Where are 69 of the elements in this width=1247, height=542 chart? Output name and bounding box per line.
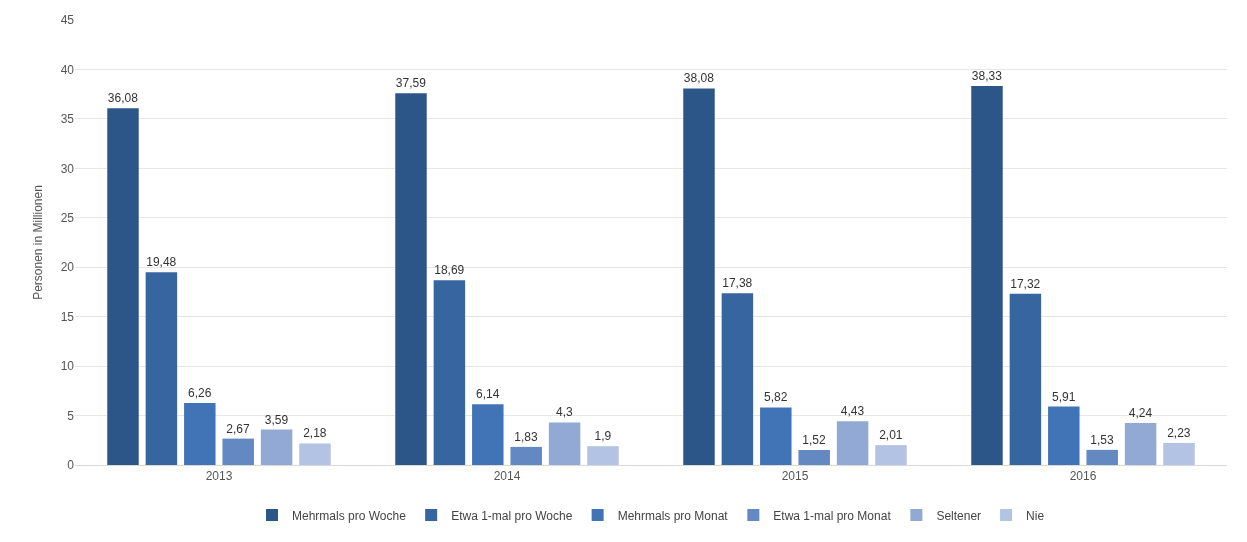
legend-label: Mehrmals pro Woche [292, 508, 407, 523]
bar [548, 422, 581, 465]
bar [472, 404, 504, 465]
bar [395, 93, 427, 465]
y-axis-title: Personen in Millionen [30, 185, 45, 300]
bar [510, 446, 542, 465]
data-label: 36,08 [107, 91, 139, 106]
data-label: 5,91 [1051, 389, 1076, 404]
data-label: 2,23 [1167, 425, 1191, 440]
bar [299, 443, 331, 465]
y-tick-label: 15 [60, 309, 75, 324]
data-label: 6,26 [187, 386, 212, 401]
bar [1086, 449, 1118, 465]
y-tick-label: 0 [67, 458, 75, 473]
y-tick-label: 45 [60, 13, 75, 28]
bar [1009, 293, 1042, 465]
data-label: 38,08 [683, 71, 715, 86]
bar [836, 421, 869, 465]
bar [184, 403, 216, 465]
bar [1163, 442, 1195, 465]
data-label: 4,3 [556, 405, 574, 420]
x-tick-label: 2013 [205, 469, 233, 484]
bar [145, 272, 178, 465]
y-tick-label: 5 [67, 408, 75, 423]
legend-label: Etwa 1-mal pro Woche [451, 508, 573, 523]
y-tick-label: 35 [60, 112, 75, 127]
data-label: 2,18 [303, 426, 327, 441]
y-tick-label: 10 [60, 359, 75, 374]
data-label: 3,59 [264, 412, 289, 427]
bar [1124, 423, 1157, 465]
bar [683, 88, 715, 465]
bar [587, 446, 619, 465]
bar [971, 85, 1003, 465]
bar [875, 445, 907, 465]
data-label: 1,9 [594, 429, 612, 444]
x-tick-label: 2015 [781, 469, 809, 484]
bar [433, 280, 466, 465]
bar [107, 108, 139, 465]
legend-label: Mehrmals pro Monat [617, 508, 729, 523]
bar [721, 293, 754, 465]
y-tick-label: 25 [60, 210, 75, 225]
data-label: 4,24 [1128, 406, 1153, 421]
y-tick-label: 30 [60, 161, 75, 176]
data-label: 1,52 [802, 432, 827, 447]
data-label: 37,59 [395, 76, 427, 91]
bar [260, 429, 293, 465]
bar [760, 407, 792, 465]
y-tick-label: 20 [60, 260, 75, 275]
bar [1048, 406, 1080, 465]
data-label: 2,67 [226, 421, 251, 436]
legend-label: Etwa 1-mal pro Monat [773, 508, 892, 523]
legend-label: Nie [1026, 508, 1045, 523]
data-label: 17,32 [1010, 276, 1041, 291]
y-tick-label: 40 [60, 62, 75, 77]
x-tick-label: 2016 [1069, 469, 1097, 484]
data-label: 19,48 [146, 255, 177, 270]
data-label: 1,53 [1090, 432, 1115, 447]
data-label: 6,14 [475, 387, 500, 402]
data-label: 18,69 [434, 263, 465, 278]
data-label: 2,01 [879, 428, 903, 443]
bar [222, 438, 254, 465]
data-label: 4,43 [840, 404, 865, 419]
data-label: 17,38 [722, 276, 753, 291]
data-label: 1,83 [514, 429, 539, 444]
data-label: 5,82 [763, 390, 788, 405]
bar [798, 449, 830, 465]
data-label: 38,33 [971, 68, 1003, 83]
legend-label: Seltener [936, 508, 982, 523]
x-tick-label: 2014 [493, 469, 521, 484]
